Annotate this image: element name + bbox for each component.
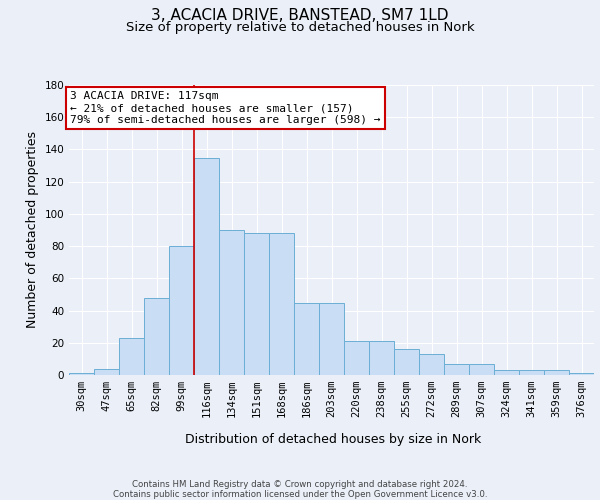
Bar	[219, 230, 244, 375]
Bar	[119, 338, 144, 375]
Bar	[94, 368, 119, 375]
Bar	[469, 364, 494, 375]
Bar	[544, 370, 569, 375]
Bar	[194, 158, 219, 375]
Text: Distribution of detached houses by size in Nork: Distribution of detached houses by size …	[185, 432, 481, 446]
Bar	[519, 370, 544, 375]
Bar	[244, 233, 269, 375]
Bar	[444, 364, 469, 375]
Bar	[394, 349, 419, 375]
Text: Contains HM Land Registry data © Crown copyright and database right 2024.
Contai: Contains HM Land Registry data © Crown c…	[113, 480, 487, 499]
Bar	[569, 374, 594, 375]
Bar	[269, 233, 294, 375]
Bar	[319, 302, 344, 375]
Bar	[69, 374, 94, 375]
Bar	[369, 341, 394, 375]
Bar	[169, 246, 194, 375]
Bar	[294, 302, 319, 375]
Bar	[419, 354, 444, 375]
Text: Size of property relative to detached houses in Nork: Size of property relative to detached ho…	[125, 22, 475, 35]
Bar	[344, 341, 369, 375]
Bar	[494, 370, 519, 375]
Text: 3, ACACIA DRIVE, BANSTEAD, SM7 1LD: 3, ACACIA DRIVE, BANSTEAD, SM7 1LD	[151, 8, 449, 22]
Text: 3 ACACIA DRIVE: 117sqm
← 21% of detached houses are smaller (157)
79% of semi-de: 3 ACACIA DRIVE: 117sqm ← 21% of detached…	[70, 92, 381, 124]
Y-axis label: Number of detached properties: Number of detached properties	[26, 132, 39, 328]
Bar	[144, 298, 169, 375]
